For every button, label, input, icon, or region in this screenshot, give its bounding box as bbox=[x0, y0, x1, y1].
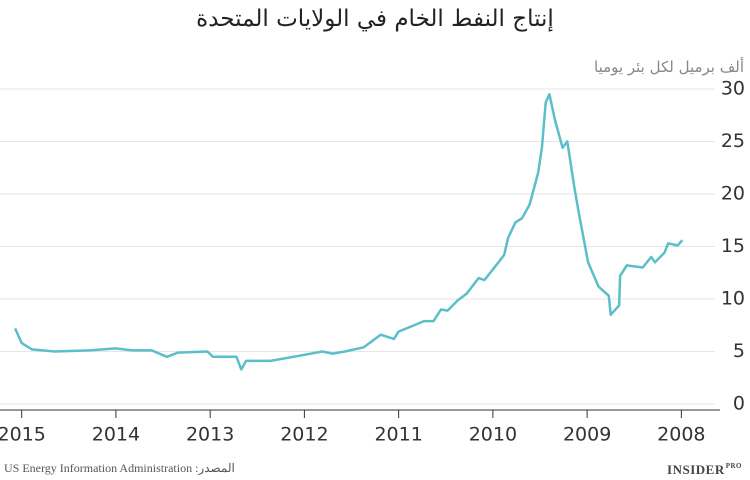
y-tick-label: 15 bbox=[721, 235, 745, 257]
logo-tag: PRO bbox=[725, 462, 742, 470]
y-tick-label: 10 bbox=[721, 288, 745, 310]
source: المصدر: US Energy Information Administra… bbox=[4, 461, 235, 475]
y-tick-label: 0 bbox=[733, 393, 745, 415]
y-tick-label: 30 bbox=[721, 78, 745, 100]
y-axis-label: ألف برميل لكل بئر يوميا bbox=[594, 58, 744, 76]
y-tick-label: 5 bbox=[733, 340, 745, 362]
y-tick-label: 20 bbox=[721, 183, 745, 205]
x-tick-label: 2010 bbox=[469, 424, 517, 446]
logo: INSIDERPRO bbox=[667, 462, 742, 478]
chart-title: إنتاج النفط الخام في الولايات المتحدة bbox=[196, 6, 554, 32]
x-tick-label: 2013 bbox=[186, 424, 234, 446]
x-tick-label: 2012 bbox=[280, 424, 328, 446]
y-tick-label: 25 bbox=[721, 130, 745, 152]
x-tick-label: 2011 bbox=[374, 424, 422, 446]
x-tick-label: 2014 bbox=[92, 424, 140, 446]
x-tick-label: 2008 bbox=[657, 424, 705, 446]
logo-name: INSIDER bbox=[667, 462, 725, 477]
data-line bbox=[13, 93, 684, 371]
x-tick-label: 2009 bbox=[563, 424, 611, 446]
x-tick-label: 2015 bbox=[0, 424, 46, 446]
